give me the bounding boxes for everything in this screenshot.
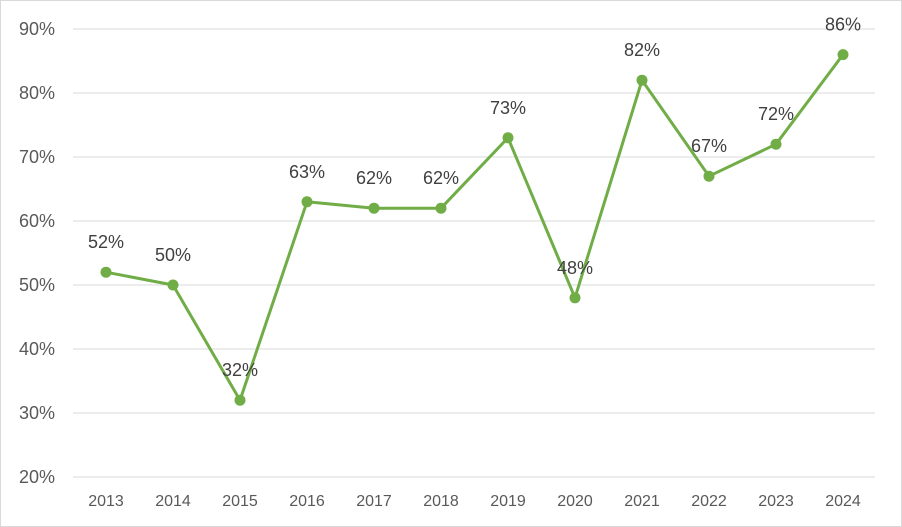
y-tick-label: 70% <box>19 147 55 167</box>
x-tick-label: 2014 <box>155 493 191 510</box>
series-line <box>104 53 845 402</box>
data-label: 67% <box>691 136 727 156</box>
x-tick-label: 2019 <box>490 493 526 510</box>
data-label: 82% <box>624 40 660 60</box>
y-tick-label: 50% <box>19 275 55 295</box>
x-axis-tick-labels: 2013 2014 2015 2016 2017 2018 2019 2020 2021 2022… <box>88 493 861 510</box>
data-labels: 52% 50% 32% 63% 62% 62% 73% 48% 82% 67% 72% 86% <box>88 15 861 381</box>
x-tick-label: 2016 <box>289 493 325 510</box>
data-point <box>569 292 581 304</box>
x-tick-label: 2022 <box>691 493 727 510</box>
data-point <box>301 196 313 208</box>
x-tick-label: 2015 <box>222 493 258 510</box>
x-tick-label: 2021 <box>624 493 660 510</box>
x-tick-label: 2024 <box>825 493 861 510</box>
x-tick-label: 2018 <box>423 493 459 510</box>
data-point <box>435 202 447 214</box>
x-tick-label: 2013 <box>88 493 124 510</box>
data-label: 50% <box>155 245 191 265</box>
data-point <box>234 394 246 406</box>
gridlines <box>73 28 875 478</box>
y-tick-label: 80% <box>19 83 55 103</box>
data-point <box>636 74 648 86</box>
data-point <box>837 49 849 61</box>
data-point <box>167 279 179 291</box>
x-tick-label: 2023 <box>758 493 794 510</box>
data-label: 86% <box>825 15 861 35</box>
y-tick-label: 60% <box>19 211 55 231</box>
y-tick-label: 20% <box>19 467 55 487</box>
data-label: 63% <box>289 162 325 182</box>
y-axis-tick-labels: 20% 30% 40% 50% 60% 70% 80% 90% <box>19 19 55 487</box>
data-point <box>100 266 112 278</box>
data-label: 62% <box>423 168 459 188</box>
x-tick-label: 2020 <box>557 493 593 510</box>
data-label: 73% <box>490 98 526 118</box>
data-point <box>703 170 715 182</box>
data-point <box>368 202 380 214</box>
data-label: 72% <box>758 104 794 124</box>
y-tick-label: 40% <box>19 339 55 359</box>
data-point <box>770 138 782 150</box>
data-point <box>502 132 514 144</box>
y-tick-label: 90% <box>19 19 55 39</box>
data-label: 62% <box>356 168 392 188</box>
data-label: 52% <box>88 232 124 252</box>
y-tick-label: 30% <box>19 403 55 423</box>
x-tick-label: 2017 <box>356 493 392 510</box>
series-group <box>100 49 849 406</box>
data-label: 32% <box>222 360 258 380</box>
data-label: 48% <box>557 258 593 278</box>
